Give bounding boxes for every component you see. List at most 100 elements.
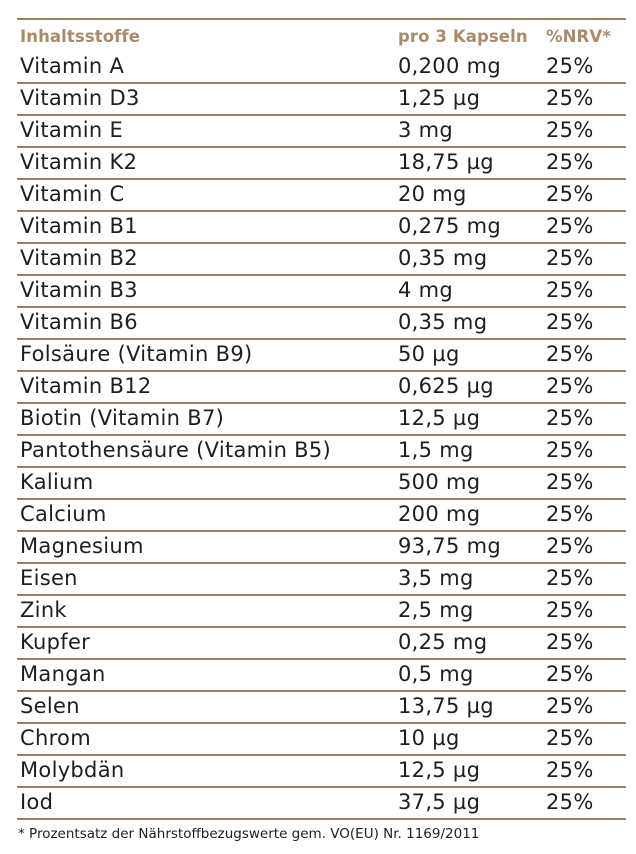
table-row: Eisen 3,5 mg 25%	[17, 564, 626, 596]
nutrient-nrv: 25%	[546, 694, 594, 718]
nutrient-name: Pantothensäure (Vitamin B5)	[20, 438, 332, 462]
table-row: Vitamin D3 1,25 µg 25%	[17, 84, 626, 116]
nutrient-name: Chrom	[20, 726, 91, 750]
table-row: Selen 13,75 µg 25%	[17, 692, 626, 724]
nutrient-name: Vitamin B1	[20, 214, 138, 238]
header-nrv: %NRV*	[546, 27, 611, 46]
nutrient-name: Vitamin D3	[20, 86, 140, 110]
table-top-rule	[17, 18, 626, 20]
nutrient-amount: 50 µg	[398, 342, 460, 366]
nutrient-name: Zink	[20, 598, 67, 622]
nutrient-amount: 3,5 mg	[398, 566, 474, 590]
nutrient-nrv: 25%	[546, 662, 594, 686]
table-row: Biotin (Vitamin B7) 12,5 µg 25%	[17, 404, 626, 436]
table-row: Iod 37,5 µg 25%	[17, 788, 626, 820]
nutrient-name: Vitamin B2	[20, 246, 138, 270]
nutrient-amount: 12,5 µg	[398, 758, 481, 782]
nutrient-nrv: 25%	[546, 54, 594, 78]
table-row: Molybdän 12,5 µg 25%	[17, 756, 626, 788]
nutrient-nrv: 25%	[546, 310, 594, 334]
nutrient-name: Calcium	[20, 502, 107, 526]
nutrient-name: Vitamin B3	[20, 278, 138, 302]
nutrient-name: Molybdän	[20, 758, 125, 782]
nutrient-amount: 18,75 µg	[398, 150, 494, 174]
nutrient-nrv: 25%	[546, 406, 594, 430]
table-row: Mangan 0,5 mg 25%	[17, 660, 626, 692]
table-body: Vitamin A 0,200 mg 25% Vitamin D3 1,25 µg 25%…	[17, 52, 626, 820]
nutrient-name: Kalium	[20, 470, 94, 494]
table-row: Kalium 500 mg 25%	[17, 468, 626, 500]
table-row: Vitamin B2 0,35 mg 25%	[17, 244, 626, 276]
nutrient-amount: 20 mg	[398, 182, 467, 206]
table-row: Vitamin B3 4 mg 25%	[17, 276, 626, 308]
table-row: Kupfer 0,25 mg 25%	[17, 628, 626, 660]
nutrient-nrv: 25%	[546, 86, 594, 110]
nutrient-amount: 0,5 mg	[398, 662, 474, 686]
nutrient-name: Vitamin C	[20, 182, 125, 206]
nutrient-amount: 0,35 mg	[398, 310, 488, 334]
nutrient-amount: 1,25 µg	[398, 86, 481, 110]
nutrient-nrv: 25%	[546, 374, 594, 398]
nutrient-amount: 0,200 mg	[398, 54, 501, 78]
nutrient-nrv: 25%	[546, 470, 594, 494]
nutrient-name: Folsäure (Vitamin B9)	[20, 342, 253, 366]
nutrient-name: Magnesium	[20, 534, 144, 558]
nutrient-nrv: 25%	[546, 150, 594, 174]
table-row: Vitamin K2 18,75 µg 25%	[17, 148, 626, 180]
nutrient-amount: 0,275 mg	[398, 214, 501, 238]
nutrient-nrv: 25%	[546, 438, 594, 462]
nutrient-nrv: 25%	[546, 502, 594, 526]
table-row: Magnesium 93,75 mg 25%	[17, 532, 626, 564]
nutrient-name: Vitamin B12	[20, 374, 152, 398]
header-ingredients: Inhaltsstoffe	[20, 27, 141, 46]
nutrient-nrv: 25%	[546, 598, 594, 622]
header-amount: pro 3 Kapseln	[398, 27, 528, 46]
table-row: Chrom 10 µg 25%	[17, 724, 626, 756]
nutrient-amount: 37,5 µg	[398, 790, 481, 814]
nutrient-name: Eisen	[20, 566, 78, 590]
nutrient-amount: 10 µg	[398, 726, 460, 750]
nutrient-nrv: 25%	[546, 278, 594, 302]
nutrient-name: Vitamin K2	[20, 150, 138, 174]
table-row: Folsäure (Vitamin B9) 50 µg 25%	[17, 340, 626, 372]
nutrient-nrv: 25%	[546, 534, 594, 558]
table-row: Calcium 200 mg 25%	[17, 500, 626, 532]
nutrient-nrv: 25%	[546, 630, 594, 654]
nutrient-amount: 3 mg	[398, 118, 454, 142]
nutrient-name: Vitamin E	[20, 118, 124, 142]
table-row: Vitamin B1 0,275 mg 25%	[17, 212, 626, 244]
nutrient-nrv: 25%	[546, 726, 594, 750]
table-row: Vitamin B6 0,35 mg 25%	[17, 308, 626, 340]
table-header: Inhaltsstoffe pro 3 Kapseln %NRV*	[17, 20, 626, 52]
nutrient-name: Kupfer	[20, 630, 91, 654]
footnote: * Prozentsatz der Nährstoffbezugswerte g…	[18, 826, 480, 842]
nutrient-name: Biotin (Vitamin B7)	[20, 406, 225, 430]
nutrient-amount: 1,5 mg	[398, 438, 474, 462]
nutrient-nrv: 25%	[546, 342, 594, 366]
nutrient-nrv: 25%	[546, 182, 594, 206]
table-row: Vitamin B12 0,625 µg 25%	[17, 372, 626, 404]
nutrient-amount: 0,25 mg	[398, 630, 488, 654]
nutrient-nrv: 25%	[546, 214, 594, 238]
nutrient-nrv: 25%	[546, 758, 594, 782]
table-row: Vitamin A 0,200 mg 25%	[17, 52, 626, 84]
nutrient-amount: 0,625 µg	[398, 374, 494, 398]
nutrient-name: Selen	[20, 694, 80, 718]
nutrient-amount: 200 mg	[398, 502, 481, 526]
nutrient-amount: 4 mg	[398, 278, 454, 302]
nutrient-amount: 2,5 mg	[398, 598, 474, 622]
nutrient-nrv: 25%	[546, 566, 594, 590]
nutrient-amount: 93,75 mg	[398, 534, 501, 558]
nutrient-amount: 500 mg	[398, 470, 481, 494]
nutrient-name: Iod	[20, 790, 54, 814]
nutrient-name: Vitamin B6	[20, 310, 138, 334]
table-row: Vitamin E 3 mg 25%	[17, 116, 626, 148]
table-row: Vitamin C 20 mg 25%	[17, 180, 626, 212]
nutrient-nrv: 25%	[546, 246, 594, 270]
nutrient-table: Inhaltsstoffe pro 3 Kapseln %NRV* Vitami…	[17, 18, 626, 820]
nutrient-name: Mangan	[20, 662, 106, 686]
nutrient-nrv: 25%	[546, 118, 594, 142]
nutrient-name: Vitamin A	[20, 54, 125, 78]
table-row: Pantothensäure (Vitamin B5) 1,5 mg 25%	[17, 436, 626, 468]
nutrient-nrv: 25%	[546, 790, 594, 814]
